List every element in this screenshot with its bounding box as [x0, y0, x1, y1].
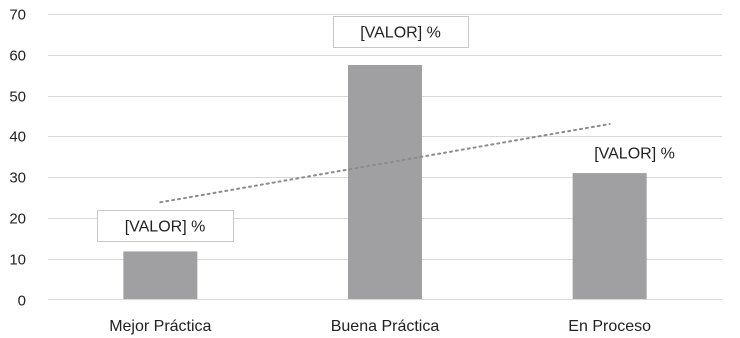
data-label-text: [VALOR] %: [360, 25, 441, 42]
y-tick-label: 60: [9, 48, 26, 65]
data-label: [VALOR] %: [594, 146, 675, 163]
bars: [123, 64, 647, 300]
data-label-box: [97, 210, 234, 242]
y-tick-label: 30: [9, 170, 26, 187]
y-tick-label: 50: [9, 89, 26, 106]
data-label: [VALOR] %: [333, 16, 469, 48]
y-tick-label: 0: [18, 293, 26, 310]
x-category-label: En Proceso: [568, 318, 651, 335]
bar: [123, 251, 198, 300]
data-label-text: [VALOR] %: [125, 219, 206, 236]
x-category-label: Buena Práctica: [331, 318, 440, 335]
data-labels: [VALOR] % [VALOR] % [VALOR] %: [97, 16, 675, 242]
x-category-label: Mejor Práctica: [109, 318, 211, 335]
x-axis-categories: Mejor Práctica Buena Práctica En Proceso: [109, 318, 651, 335]
data-label: [VALOR] %: [97, 210, 234, 242]
data-label-text: [VALOR] %: [594, 146, 675, 163]
bar: [348, 64, 422, 300]
y-tick-label: 10: [9, 252, 26, 269]
y-axis-ticks: 0 10 20 30 40 50 60 70: [9, 7, 26, 310]
trendline-path: [159, 122, 611, 204]
y-tick-label: 20: [9, 211, 26, 228]
trendline: [159, 122, 611, 204]
y-tick-label: 70: [9, 7, 26, 24]
data-label-box: [333, 16, 469, 48]
bar: [572, 173, 647, 300]
y-tick-label: 40: [9, 129, 26, 146]
